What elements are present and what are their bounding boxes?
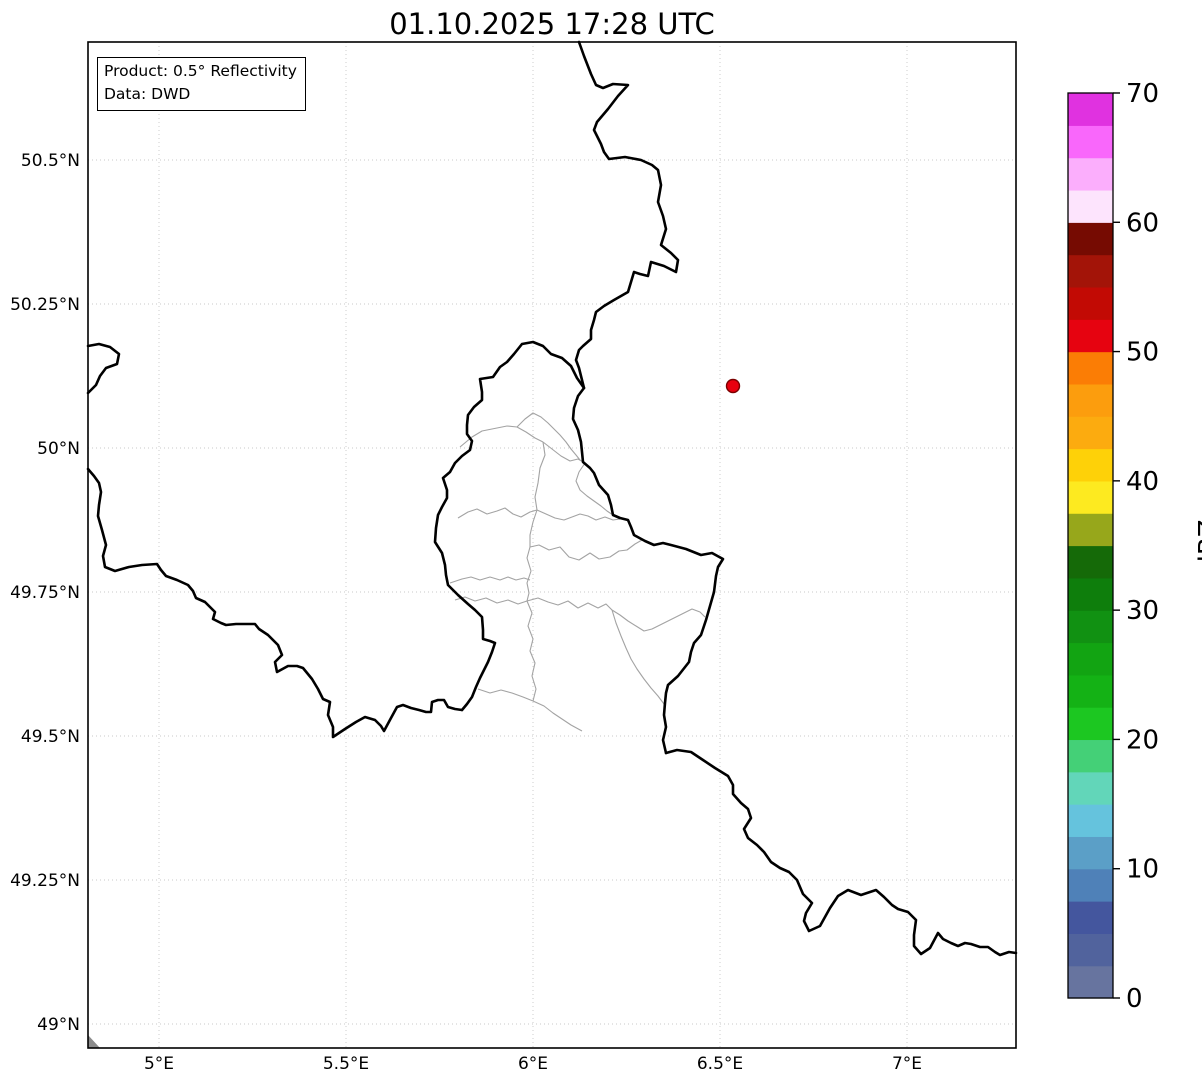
colorbar-segment	[1068, 901, 1113, 934]
colorbar-segment	[1068, 868, 1113, 902]
y-axis-tick-label: 49°N	[37, 1015, 80, 1035]
country-border	[664, 748, 1018, 957]
colorbar-unit-label: dBZ	[1194, 519, 1202, 571]
colorbar-segment	[1068, 222, 1113, 256]
colorbar-tick-label: 10	[1126, 855, 1159, 885]
colorbar-segment	[1068, 254, 1113, 288]
admin-border	[477, 688, 534, 702]
colorbar-tick-label: 70	[1126, 79, 1159, 109]
x-axis-tick-label: 6°E	[518, 1054, 548, 1074]
country-border	[433, 340, 586, 712]
y-axis-tick-label: 49.75°N	[10, 583, 80, 603]
y-axis-tick-label: 50.5°N	[21, 151, 80, 171]
admin-border	[536, 509, 621, 521]
admin-border	[526, 546, 532, 602]
admin-border	[526, 600, 537, 702]
colorbar-tick-label: 30	[1126, 596, 1159, 626]
colorbar-segment	[1068, 319, 1113, 353]
x-axis-tick-label: 5°E	[144, 1054, 174, 1074]
data-source-line: Data: DWD	[104, 85, 191, 103]
y-axis-tick-label: 49.25°N	[10, 871, 80, 891]
colorbar-segment	[1068, 804, 1113, 837]
colorbar-segment	[1068, 448, 1113, 482]
x-axis-tick-label: 5.5°E	[323, 1054, 369, 1074]
admin-border	[516, 412, 581, 461]
colorbar-tick-label: 20	[1126, 725, 1159, 755]
colorbar-segment	[1068, 674, 1113, 708]
admin-border	[611, 608, 706, 632]
colorbar-tick-label: 40	[1126, 467, 1159, 497]
admin-border	[611, 609, 665, 715]
product-info-line: Product: 0.5° Reflectivity	[104, 62, 297, 80]
colorbar-segment	[1068, 157, 1113, 191]
colorbar-segment	[1068, 189, 1113, 223]
admin-border	[454, 596, 528, 605]
corner-geometry-patch	[88, 1035, 100, 1048]
colorbar-segment	[1068, 93, 1113, 126]
colorbar-frame	[1067, 92, 1114, 999]
colorbar-segment	[1068, 480, 1113, 514]
colorbar-segment	[1068, 577, 1113, 611]
colorbar-segment	[1068, 965, 1113, 999]
colorbar-segment	[1068, 351, 1113, 385]
x-axis-tick-label: 6.5°E	[697, 1054, 743, 1074]
admin-border	[449, 576, 531, 584]
colorbar-segment	[1068, 610, 1113, 644]
colorbar-segment	[1068, 707, 1113, 741]
radar-site-marker	[725, 378, 741, 394]
colorbar-segment	[1068, 642, 1113, 676]
colorbar-segment	[1068, 739, 1113, 773]
y-axis-tick-label: 50°N	[37, 439, 80, 459]
colorbar-tick-label: 60	[1126, 208, 1159, 238]
colorbar-segment	[1068, 416, 1113, 450]
y-axis-tick-label: 50.25°N	[10, 295, 80, 315]
colorbar-segment	[1068, 771, 1113, 805]
map-frame	[87, 41, 1017, 1049]
admin-border	[526, 597, 613, 611]
admin-border	[532, 700, 583, 732]
admin-border	[529, 539, 643, 561]
map-background	[88, 42, 1016, 1048]
admin-border	[529, 509, 538, 547]
colorbar-tick-label: 50	[1126, 338, 1159, 368]
colorbar-segment	[1068, 836, 1113, 870]
country-border	[86, 342, 121, 395]
colorbar-segment	[1068, 286, 1113, 320]
admin-border	[575, 462, 614, 516]
admin-border	[534, 441, 546, 511]
colorbar-segment	[1068, 513, 1113, 547]
country-border	[86, 467, 464, 739]
colorbar-segment	[1068, 545, 1113, 579]
colorbar-segment	[1068, 383, 1113, 417]
figure-title: 01.10.2025 17:28 UTC	[389, 7, 715, 41]
country-border	[571, 40, 725, 755]
y-axis-tick-label: 49.5°N	[21, 727, 80, 747]
colorbar-segment	[1068, 125, 1113, 159]
admin-border	[459, 425, 544, 448]
admin-border	[457, 507, 538, 519]
x-axis-tick-label: 7°E	[892, 1054, 922, 1074]
product-info-box: Product: 0.5° Reflectivity Data: DWD	[97, 57, 306, 111]
colorbar-segment	[1068, 933, 1113, 967]
colorbar-tick-label: 0	[1126, 984, 1143, 1014]
